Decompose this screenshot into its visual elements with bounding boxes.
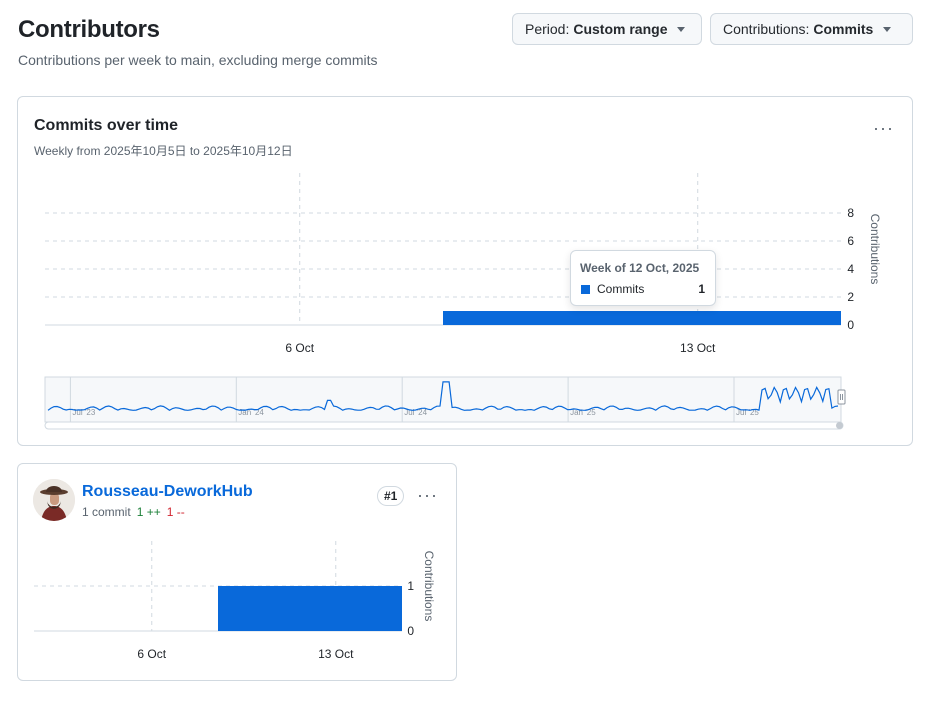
contributions-value: Commits [813,21,874,37]
overview-navigator[interactable]: Jul '23 Jan '24 Jul '24 Jan '25 Jul '25 [44,376,846,430]
x-axis-ticks: 6 Oct 13 Oct [137,647,354,661]
overview-line [47,381,839,412]
contributor-chart: 01 6 Oct 13 Oct Contributions [34,541,436,661]
x-tick-label: 13 Oct [318,647,354,661]
chart-grid [45,173,841,326]
contributions-label: Contributions: [723,21,810,37]
chart-title: Commits over time [34,117,179,134]
contributor-name-link[interactable]: Rousseau-DeworkHub [82,483,253,500]
page-subtitle: Contributions per week to main, excludin… [18,52,378,68]
avatar[interactable] [33,479,75,521]
bar-week-2025-10-12 [443,311,841,325]
y-tick-label: 1 [407,579,414,593]
period-value: Custom range [573,21,668,37]
kebab-menu-icon[interactable]: ··· [417,485,438,505]
y-tick-label: 6 [847,234,854,248]
commits-over-time-card: Commits over time Weekly from 2025年10月5日… [17,96,913,446]
contributor-card: Rousseau-DeworkHub 1 commit 1 ++ 1 -- #1 ·… [17,463,457,681]
y-tick-label: 8 [847,206,854,220]
y-tick-label: 4 [847,262,854,276]
overview-tick-label: Jan '25 [570,408,596,417]
rank-badge: #1 [377,486,405,506]
avatar-image [33,479,75,521]
y-axis-label: Contributions [868,214,882,285]
overview-scrollbar-thumb[interactable] [836,422,843,429]
x-tick-label: 13 Oct [680,341,716,355]
overview-tick-label: Jul '25 [736,408,759,417]
y-axis-ticks: 0 2 4 6 8 [847,206,854,332]
kebab-menu-icon[interactable]: ··· [873,118,894,138]
deletions-count: 1 -- [166,505,185,519]
bar-week-2025-10-12 [218,586,402,631]
overview-ticks: Jul '23 Jan '24 Jul '24 Jan '25 Jul '25 [72,408,759,417]
tooltip-series-name: Commits [597,282,645,296]
series-swatch [581,285,590,294]
chart-subtitle: Weekly from 2025年10月5日 to 2025年10月12日 [34,144,293,158]
tooltip-value: 1 [698,282,705,296]
x-tick-label: 6 Oct [137,647,166,661]
commit-count[interactable]: 1 commit [82,505,131,519]
y-tick-label: 0 [407,624,414,638]
x-axis-ticks: 6 Oct 13 Oct [285,341,716,355]
additions-count: 1 ++ [136,505,161,519]
period-dropdown-button[interactable]: Period: Custom range [512,13,702,45]
chart-bars [218,586,402,631]
overview-grid [69,377,735,422]
contributions-dropdown-button[interactable]: Contributions: Commits [710,13,913,45]
y-tick-label: 2 [847,290,854,304]
chart-bars [443,311,841,325]
page-title: Contributors [18,16,160,43]
period-label: Period: [525,21,570,37]
x-tick-label: 6 Oct [285,341,314,355]
y-axis-label: Contributions [422,551,436,622]
y-tick-label: 0 [847,318,854,332]
overview-brush-handle[interactable] [837,389,846,405]
caret-down-icon [677,26,686,32]
contributor-stats: 1 commit 1 ++ 1 -- [82,505,185,519]
overview-scrollbar[interactable] [44,421,844,430]
overview-tick-label: Jul '24 [404,408,427,417]
chart-tooltip: Week of 12 Oct, 2025 Commits 1 [570,250,716,306]
caret-down-icon [883,26,892,32]
y-axis-ticks: 01 [407,579,414,638]
overview-tick-label: Jul '23 [72,408,95,417]
tooltip-title: Week of 12 Oct, 2025 [580,261,700,275]
overview-tick-label: Jan '24 [238,408,264,417]
